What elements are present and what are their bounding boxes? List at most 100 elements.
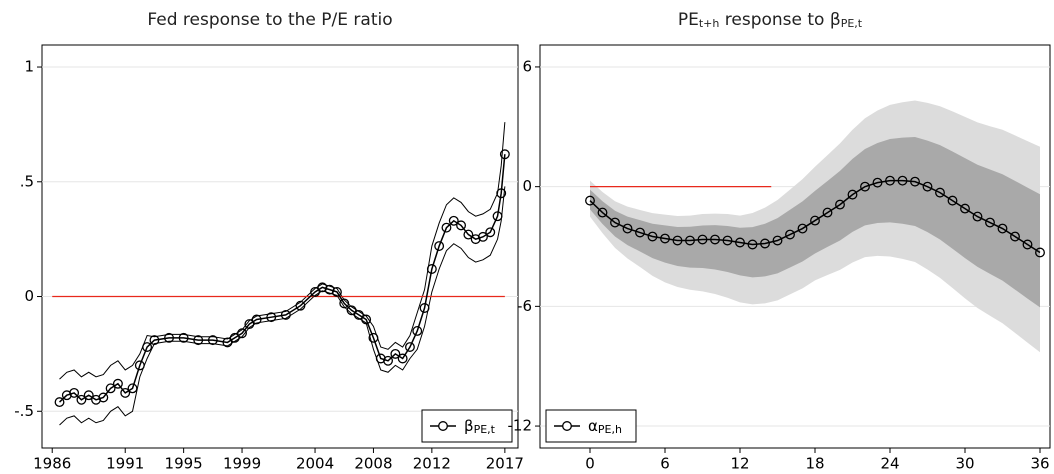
- y-tick-label: 1: [24, 58, 34, 76]
- data-point: [112, 378, 123, 389]
- data-point: [1022, 239, 1033, 250]
- x-tick-label: 2004: [296, 455, 334, 473]
- data-point: [142, 342, 153, 352]
- data-point: [317, 282, 328, 293]
- data-point: [772, 235, 783, 246]
- chart-title: Fed response to the P/E ratio: [147, 10, 392, 30]
- x-tick-label: 18: [805, 455, 824, 473]
- data-point: [835, 199, 845, 210]
- y-tick-label: .5: [20, 172, 34, 190]
- data-point: [635, 227, 645, 238]
- data-point: [597, 207, 608, 218]
- data-point: [710, 234, 720, 245]
- data-point: [405, 342, 415, 352]
- y-tick-label: -12: [508, 417, 533, 435]
- data-point: [361, 314, 372, 325]
- data-point: [947, 195, 958, 206]
- data-point: [647, 231, 658, 242]
- data-point: [872, 177, 883, 188]
- data-point: [997, 223, 1008, 234]
- data-point: [69, 387, 80, 398]
- data-point: [412, 326, 423, 336]
- data-point: [985, 217, 995, 228]
- data-point: [426, 264, 437, 274]
- data-point: [585, 195, 595, 206]
- data-point: [397, 353, 408, 364]
- series-line: [589, 179, 1041, 254]
- y-tick-label: -6: [517, 297, 532, 315]
- confidence-band: [590, 136, 1040, 308]
- y-tick-label: -.5: [14, 402, 34, 420]
- data-point: [747, 239, 758, 250]
- plot-frame: [41, 44, 519, 449]
- legend-label: αPE,h: [588, 417, 622, 437]
- x-tick-label: 0: [585, 455, 595, 473]
- x-tick-label: 6: [660, 455, 670, 473]
- data-point: [960, 203, 970, 214]
- legend-subscript: PE,h: [598, 423, 622, 436]
- data-point: [735, 237, 745, 248]
- data-point: [83, 390, 94, 401]
- data-point: [847, 189, 858, 200]
- data-point: [822, 207, 833, 218]
- data-point: [375, 353, 386, 364]
- data-point: [478, 231, 488, 242]
- data-point: [697, 234, 708, 245]
- y-tick-label: 0: [522, 177, 532, 195]
- data-point: [622, 223, 633, 234]
- x-tick-label: 36: [1030, 455, 1049, 473]
- data-point: [193, 335, 204, 346]
- data-point: [105, 383, 116, 394]
- data-point: [785, 229, 795, 240]
- data-point: [324, 284, 335, 295]
- data-point: [419, 303, 430, 313]
- data-point: [496, 188, 507, 199]
- title-subscript: t+h: [699, 17, 720, 30]
- x-tick-label: 2008: [354, 455, 392, 473]
- data-point: [922, 181, 933, 192]
- data-point: [251, 314, 262, 325]
- data-point: [61, 390, 72, 401]
- data-point: [164, 332, 174, 343]
- data-point: [722, 235, 733, 246]
- data-point: [229, 332, 240, 343]
- legend-symbol: α: [588, 417, 598, 435]
- data-point: [470, 234, 481, 245]
- data-point: [456, 220, 467, 231]
- data-point: [339, 298, 350, 309]
- legend-marker: [438, 421, 448, 431]
- title-text: PE: [678, 10, 699, 30]
- data-point: [434, 241, 445, 251]
- data-point: [760, 238, 770, 249]
- data-point: [207, 335, 218, 346]
- data-point: [499, 149, 510, 160]
- x-tick-label: 2017: [486, 455, 524, 473]
- data-point: [149, 335, 160, 346]
- data-point: [98, 392, 109, 403]
- data-point: [178, 332, 189, 343]
- data-point: [244, 319, 255, 330]
- x-tick-label: 30: [955, 455, 974, 473]
- legend-box: [421, 409, 513, 443]
- data-point: [897, 175, 908, 186]
- legend-marker: [562, 421, 572, 431]
- data-point: [672, 235, 683, 246]
- data-point: [353, 309, 364, 320]
- data-point: [448, 215, 459, 226]
- data-point: [685, 235, 695, 246]
- data-point: [134, 360, 145, 371]
- data-point: [797, 223, 808, 234]
- data-point: [310, 286, 320, 297]
- title-subscript: PE,t: [841, 17, 863, 30]
- x-tick-label: 24: [880, 455, 899, 473]
- y-tick-label: 0: [24, 287, 34, 305]
- data-point: [127, 383, 138, 394]
- data-point: [441, 222, 452, 233]
- data-point: [492, 211, 503, 222]
- data-point: [331, 286, 342, 297]
- x-tick-label: 1999: [223, 455, 261, 473]
- x-tick-label: 1991: [106, 455, 144, 473]
- title-text: response to β: [719, 10, 840, 30]
- legend-label: βPE,t: [464, 417, 496, 437]
